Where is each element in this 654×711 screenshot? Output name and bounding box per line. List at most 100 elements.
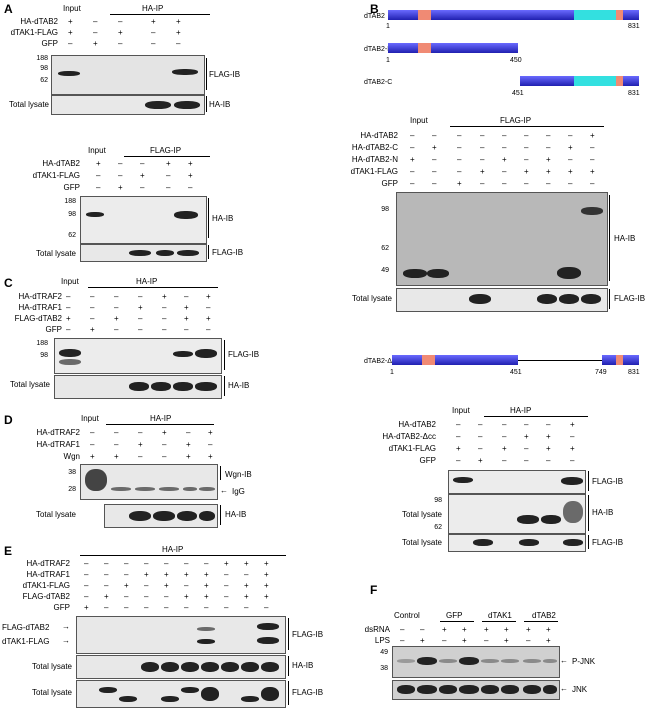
row-label: GFP	[45, 325, 62, 334]
aa-pos: 831	[628, 23, 640, 30]
panel-label-d: D	[4, 413, 13, 427]
row-label: HA-dTAB2	[42, 159, 80, 168]
row-label: Wgn	[63, 452, 80, 461]
mw-marker: 98	[40, 65, 48, 72]
blot-a2-ip	[80, 196, 207, 244]
group-label: Control	[394, 611, 420, 620]
input-label: Input	[81, 414, 99, 423]
panel-label-f: F	[370, 583, 378, 597]
domain-name: dTAB2-C	[364, 79, 393, 86]
ib-label: JNK	[572, 685, 588, 694]
row-label: HA-dTAB2-Δcc	[382, 432, 436, 441]
mw-marker: 62	[68, 232, 76, 239]
domain-name: dTAB2	[364, 13, 385, 20]
row-label: HA-dTRAF1	[36, 440, 80, 449]
mw-marker: 188	[36, 340, 48, 347]
panel-label-c: C	[4, 276, 13, 290]
ib-label: HA-IB	[225, 510, 247, 519]
row-label: LPS	[374, 636, 390, 645]
ib-label: FLAG-IB	[614, 294, 646, 303]
mw-marker: 38	[380, 665, 388, 672]
panel-label-a: A	[4, 2, 13, 16]
domain-bar-dcc-n	[392, 355, 518, 365]
aa-pos: 1	[386, 23, 390, 30]
total-lysate-label: Total lysate	[31, 688, 72, 697]
blot-e-lysate-flag	[76, 680, 286, 708]
panel-label-b: B	[370, 2, 379, 16]
blot-b2-lysate-flag	[448, 534, 586, 552]
row-label: GFP	[419, 456, 436, 465]
ib-label: FLAG-IB	[592, 538, 624, 547]
blot-e-ip	[76, 616, 286, 654]
arrow-icon: →	[62, 622, 70, 631]
row-label: FLAG-dTAB2	[22, 592, 70, 601]
aa-pos: 450	[510, 57, 522, 64]
group-label: GFP	[446, 611, 463, 620]
row-label: GFP	[63, 183, 80, 192]
domain-name: dTAB2-Δcc	[364, 358, 399, 365]
total-lysate-label: Total lysate	[35, 510, 76, 519]
row-label: dTAK1-FLAG	[350, 167, 398, 176]
row-label: HA-dTAB2-C	[351, 143, 398, 152]
mw-marker: 49	[381, 267, 389, 274]
total-lysate-label: Total lysate	[8, 100, 49, 109]
group-label: dTAB2	[532, 611, 556, 620]
row-label: dsRNA	[364, 625, 390, 634]
ib-label: FLAG-IB	[212, 248, 244, 257]
row-label: dTAK1-FLAG	[22, 581, 70, 590]
mw-marker: 188	[64, 198, 76, 205]
row-label: HA-dTRAF2	[18, 292, 62, 301]
blot-a-lysate	[51, 95, 205, 115]
blot-b2-lysate	[448, 494, 586, 534]
ib-label: FLAG-IB	[292, 688, 324, 697]
ib-label: FLAG-IB	[209, 70, 241, 79]
row-label: GFP	[41, 39, 58, 48]
input-label: Input	[410, 116, 428, 125]
input-label: Input	[88, 146, 106, 155]
total-lysate-label: Total lysate	[35, 249, 76, 258]
total-lysate-label: Total lysate	[31, 662, 72, 671]
input-label: Input	[61, 277, 79, 286]
blot-c-lysate	[54, 375, 222, 399]
row-label: HA-dTRAF2	[26, 559, 70, 568]
mw-marker: 28	[68, 486, 76, 493]
band-label: dTAK1-FLAG	[2, 637, 50, 646]
ib-label: HA-IB	[614, 234, 636, 243]
row-label: dTAK1-FLAG	[10, 28, 58, 37]
aa-pos: 749	[595, 369, 607, 376]
ib-label: FLAG-IB	[228, 350, 260, 359]
input-label: Input	[452, 406, 470, 415]
input-label: Input	[63, 4, 81, 13]
blot-c-ip	[54, 338, 222, 374]
ip-label: HA-IP	[142, 4, 164, 13]
igg-arrow: ←	[220, 486, 228, 495]
total-lysate-label: Total lysate	[401, 510, 442, 519]
mw-marker: 62	[434, 524, 442, 531]
ib-label: HA-IB	[228, 381, 250, 390]
mw-marker: 98	[68, 211, 76, 218]
ib-label: HA-IB	[209, 100, 231, 109]
row-label: GFP	[53, 603, 70, 612]
ip-label: HA-IP	[162, 545, 184, 554]
mw-marker: 62	[40, 77, 48, 84]
ip-label: FLAG-IP	[500, 116, 532, 125]
ip-label: FLAG-IP	[150, 146, 182, 155]
mw-marker: 38	[68, 469, 76, 476]
mw-marker: 188	[36, 55, 48, 62]
blot-b-lysate	[396, 288, 608, 312]
row-label: dTAK1-FLAG	[388, 444, 436, 453]
mw-marker: 98	[434, 497, 442, 504]
ip-label: HA-IP	[150, 414, 172, 423]
domain-bar-full	[388, 10, 639, 20]
mw-marker: 62	[381, 245, 389, 252]
ip-label: HA-IP	[136, 277, 158, 286]
aa-pos: 451	[512, 90, 524, 97]
total-lysate-label: Total lysate	[401, 538, 442, 547]
ib-label: IgG	[232, 487, 245, 496]
row-label: HA-dTAB2-N	[351, 155, 398, 164]
total-lysate-label: Total lysate	[351, 294, 392, 303]
ip-label: HA-IP	[510, 406, 532, 415]
mw-marker: 98	[381, 206, 389, 213]
blot-f-pjnk	[392, 646, 560, 678]
aa-pos: 1	[390, 369, 394, 376]
